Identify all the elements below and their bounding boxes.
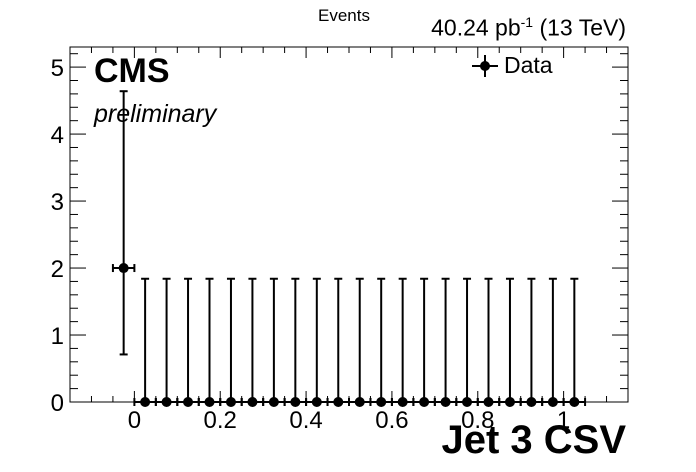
data-marker <box>440 397 451 407</box>
data-point <box>476 277 501 407</box>
legend-label: Data <box>504 52 553 78</box>
data-point <box>133 277 157 407</box>
x-tick-label: 0.6 <box>375 407 408 434</box>
data-marker <box>376 397 387 407</box>
data-point <box>498 277 522 407</box>
data-point <box>562 277 587 407</box>
data-point <box>369 277 393 407</box>
data-point <box>197 277 222 407</box>
data-marker <box>161 397 172 407</box>
data-point <box>219 277 243 407</box>
y-tick-label: 5 <box>51 55 64 82</box>
data-point <box>283 277 308 407</box>
data-marker <box>183 397 194 407</box>
data-point <box>305 277 329 407</box>
luminosity-label: 40.24 pb-1 (13 TeV) <box>431 14 626 42</box>
y-tick-label: 3 <box>51 189 64 216</box>
data-point <box>176 277 200 407</box>
data-point <box>348 277 372 407</box>
data-point <box>433 277 458 407</box>
data-point <box>111 90 136 356</box>
y-tick-label: 1 <box>51 323 64 350</box>
x-axis-label: Jet 3 CSV <box>441 418 626 462</box>
data-series <box>111 90 587 407</box>
data-marker <box>333 397 344 407</box>
lumi-energy: (13 TeV) <box>533 14 626 41</box>
data-point <box>519 277 544 407</box>
x-tick-label: 0 <box>128 407 141 434</box>
y-tick-label: 0 <box>51 390 64 417</box>
data-marker <box>547 397 558 407</box>
lumi-value: 40.24 pb <box>431 14 521 41</box>
x-tick-label: 0.2 <box>204 407 237 434</box>
data-marker <box>290 397 301 407</box>
x-tick-label: 1 <box>557 407 570 434</box>
x-tick-label: 0.8 <box>461 407 494 434</box>
data-marker <box>526 397 537 407</box>
data-marker <box>419 397 430 407</box>
data-marker <box>462 397 473 407</box>
data-marker <box>397 397 408 407</box>
data-marker <box>118 263 129 274</box>
legend-marker <box>472 55 498 77</box>
data-marker <box>140 397 151 407</box>
data-point <box>154 277 179 407</box>
data-marker <box>225 397 236 407</box>
data-marker <box>569 397 580 407</box>
cms-label: CMS <box>94 52 170 90</box>
y-tick-label: 2 <box>51 256 64 283</box>
data-marker <box>311 397 322 407</box>
preliminary-label: preliminary <box>94 100 217 128</box>
data-marker <box>268 397 279 407</box>
data-point <box>326 277 350 407</box>
data-point <box>412 277 436 407</box>
lumi-exponent: -1 <box>520 14 534 30</box>
data-marker <box>354 397 365 407</box>
data-point <box>541 277 565 407</box>
y-axis: 0 1 2 3 4 5 <box>51 53 628 417</box>
data-point <box>240 277 265 407</box>
legend-dot <box>480 61 490 71</box>
data-point <box>455 277 479 407</box>
data-point <box>390 277 415 407</box>
data-marker <box>504 397 515 407</box>
data-marker <box>204 397 215 407</box>
x-tick-label: 0.4 <box>289 407 322 434</box>
data-marker <box>247 397 258 407</box>
data-point <box>262 277 286 407</box>
data-marker <box>483 397 494 407</box>
y-tick-label: 4 <box>51 122 64 149</box>
y-axis-label: Events <box>318 6 370 25</box>
